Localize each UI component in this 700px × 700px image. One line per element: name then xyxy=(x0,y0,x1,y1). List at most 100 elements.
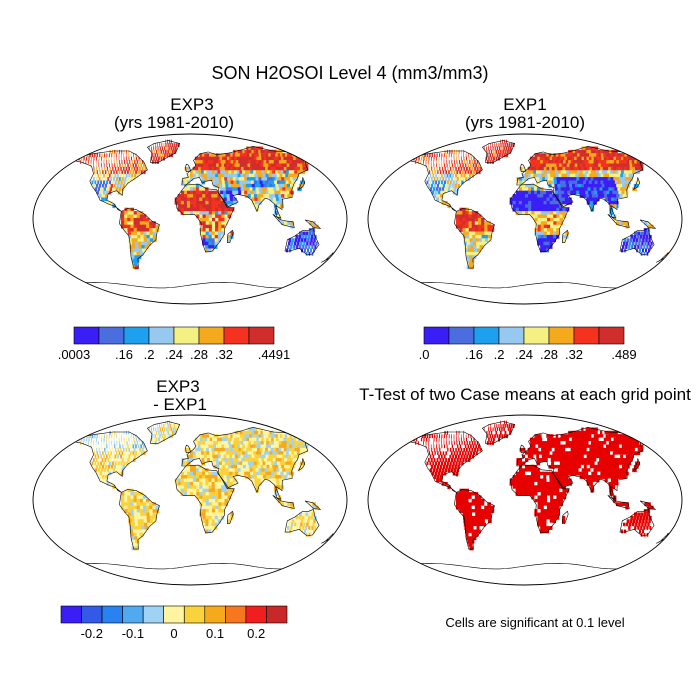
grid-cell xyxy=(135,444,137,449)
grid-cell xyxy=(506,430,509,435)
grid-cell xyxy=(250,451,255,456)
grid-cell xyxy=(518,478,523,483)
grid-cell xyxy=(546,245,550,249)
grid-cell xyxy=(552,160,557,164)
grid-cell xyxy=(202,495,207,500)
grid-cell xyxy=(463,149,465,154)
grid-cell xyxy=(543,519,547,524)
grid-cell xyxy=(120,447,122,452)
grid-cell xyxy=(563,187,568,192)
grid-cell xyxy=(601,451,607,456)
grid-cell xyxy=(111,153,113,158)
grid-cell xyxy=(475,170,478,175)
grid-cell xyxy=(224,207,228,212)
grid-cell xyxy=(527,454,532,459)
grid-cell xyxy=(218,163,223,168)
grid-cell xyxy=(522,166,526,171)
grid-cell xyxy=(83,437,85,442)
grid-cell xyxy=(572,187,577,192)
grid-cell xyxy=(209,173,214,178)
grid-cell xyxy=(199,156,204,161)
grid-cell xyxy=(222,170,227,175)
grid-cell xyxy=(438,187,441,192)
grid-cell xyxy=(232,434,238,439)
grid-cell xyxy=(512,485,517,490)
grid-cell xyxy=(213,434,218,439)
grid-cell xyxy=(490,424,491,428)
grid-cell xyxy=(96,190,100,195)
grid-cell xyxy=(604,197,609,202)
grid-cell xyxy=(559,495,564,500)
grid-cell xyxy=(214,231,219,236)
grid-cell xyxy=(456,170,459,175)
grid-cell xyxy=(613,183,618,188)
grid-cell xyxy=(217,200,222,205)
grid-cell xyxy=(152,224,156,229)
grid-cell xyxy=(301,153,309,158)
grid-cell xyxy=(551,444,555,449)
grid-cell xyxy=(435,468,439,473)
grid-cell xyxy=(474,224,479,229)
grid-cell xyxy=(94,454,97,459)
grid-cell xyxy=(104,447,106,452)
grid-cell xyxy=(193,478,197,483)
grid-cell xyxy=(434,153,436,158)
grid-cell xyxy=(537,224,541,229)
grid-cell xyxy=(127,444,129,449)
grid-cell xyxy=(613,458,619,462)
grid-cell xyxy=(187,468,191,473)
grid-cell xyxy=(543,163,547,168)
grid-cell xyxy=(471,532,476,537)
grid-cell xyxy=(91,461,94,466)
grid-cell xyxy=(459,211,463,215)
grid-cell xyxy=(283,447,290,452)
grid-cell xyxy=(202,522,206,527)
grid-cell xyxy=(153,430,155,435)
grid-cell xyxy=(546,153,550,158)
grid-cell xyxy=(165,424,167,428)
grid-cell xyxy=(260,464,265,469)
grid-cell xyxy=(285,468,290,473)
grid-cell xyxy=(583,454,589,459)
grid-cell xyxy=(509,146,512,151)
grid-cell xyxy=(142,221,147,226)
grid-cell xyxy=(250,471,255,476)
coastline-australia xyxy=(619,227,655,256)
grid-cell xyxy=(534,492,538,496)
grid-cell xyxy=(638,522,641,527)
grid-cell xyxy=(534,197,538,202)
grid-cell xyxy=(611,163,617,168)
grid-cell xyxy=(155,143,156,147)
grid-cell xyxy=(135,258,140,263)
grid-cell xyxy=(152,228,157,232)
grid-cell xyxy=(227,180,232,185)
grid-cell xyxy=(213,461,217,466)
grid-cell xyxy=(570,471,575,476)
grid-cell xyxy=(559,458,564,462)
grid-cell xyxy=(273,447,279,452)
grid-cell xyxy=(553,224,557,229)
grid-cell xyxy=(285,454,291,459)
grid-cell xyxy=(634,526,637,530)
grid-cell xyxy=(283,471,288,476)
grid-cell xyxy=(212,160,217,164)
coastline-newguinea xyxy=(639,500,657,510)
grid-cell xyxy=(619,221,623,226)
grid-cell xyxy=(195,170,199,175)
grid-cell xyxy=(184,183,188,188)
grid-cell xyxy=(586,464,591,469)
grid-cell xyxy=(429,434,431,439)
grid-cell xyxy=(636,515,640,520)
grid-cell xyxy=(113,458,115,462)
grid-cell xyxy=(537,515,541,520)
grid-cell xyxy=(431,437,432,442)
grid-cell xyxy=(116,149,118,154)
grid-cell xyxy=(553,153,558,158)
grid-cell xyxy=(498,424,500,428)
grid-cell xyxy=(459,458,462,462)
grid-cell xyxy=(111,160,112,164)
grid-cell xyxy=(202,488,207,493)
grid-cell xyxy=(506,149,509,154)
grid-cell xyxy=(311,245,314,249)
grid-cell xyxy=(519,166,523,171)
